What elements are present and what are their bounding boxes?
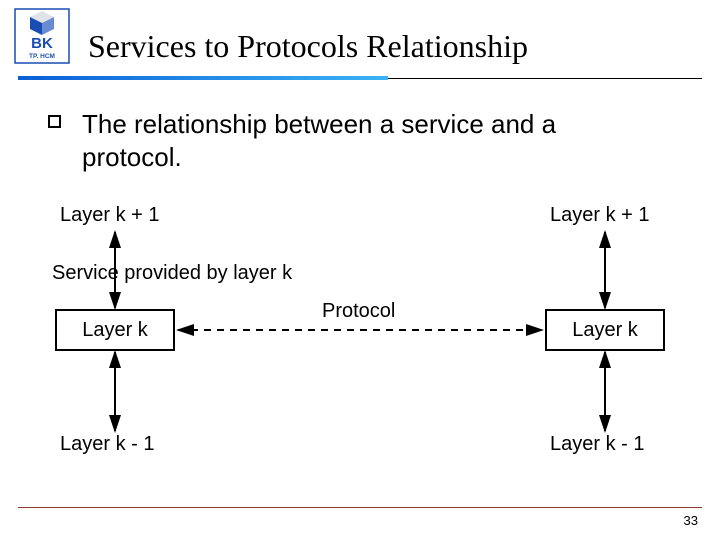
box-label: Layer k <box>82 319 148 342</box>
box-layer-k-right: Layer k <box>545 309 665 351</box>
label-layer-k-plus-1-right: Layer k + 1 <box>550 204 650 227</box>
bullet-icon <box>48 115 61 128</box>
body-text: The relationship between a service and a… <box>82 108 642 173</box>
label-layer-k-plus-1-left: Layer k + 1 <box>60 204 160 227</box>
label-protocol: Protocol <box>322 300 395 323</box>
svg-text:TP. HCM: TP. HCM <box>29 53 55 60</box>
protocol-diagram: Layer k + 1 Layer k + 1 Service provided… <box>0 200 720 480</box>
slide-title: Services to Protocols Relationship <box>88 28 528 65</box>
box-label: Layer k <box>572 319 638 342</box>
page-number: 33 <box>684 513 698 528</box>
title-divider <box>18 76 702 80</box>
label-layer-k-minus-1-left: Layer k - 1 <box>60 433 154 456</box>
footer-divider <box>18 507 702 508</box>
label-layer-k-minus-1-right: Layer k - 1 <box>550 433 644 456</box>
logo: BK TP. HCM <box>14 8 70 64</box>
label-service: Service provided by layer k <box>52 262 292 285</box>
box-layer-k-left: Layer k <box>55 309 175 351</box>
svg-text:BK: BK <box>31 35 53 52</box>
